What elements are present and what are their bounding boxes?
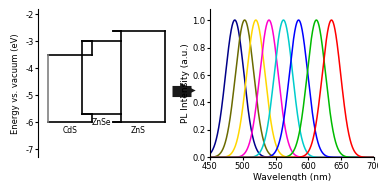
Y-axis label: PL Intensity (a.u.): PL Intensity (a.u.) bbox=[181, 43, 190, 123]
Text: ZnSe: ZnSe bbox=[91, 117, 111, 127]
Text: ZnS: ZnS bbox=[131, 126, 146, 135]
X-axis label: Wavelength (nm): Wavelength (nm) bbox=[253, 173, 331, 181]
Text: CdS: CdS bbox=[63, 126, 78, 135]
Y-axis label: Energy vs. vacuum (eV): Energy vs. vacuum (eV) bbox=[11, 33, 20, 134]
